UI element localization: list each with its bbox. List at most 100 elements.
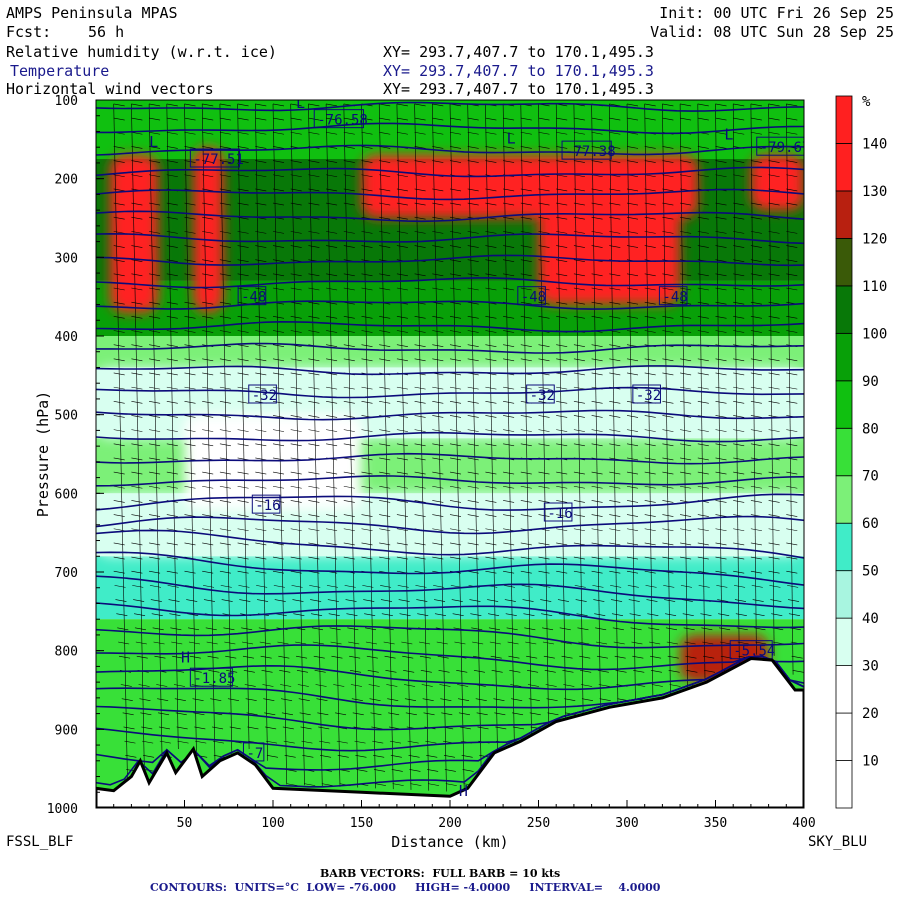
- wind-barb: [626, 287, 639, 291]
- wind-barb: [467, 485, 479, 489]
- wind-barb: [361, 485, 373, 489]
- wind-barb: [644, 528, 656, 532]
- wind-barb: [786, 316, 798, 319]
- isotherm-line: [96, 515, 804, 535]
- wind-barb: [769, 585, 781, 588]
- wind-barb: [343, 457, 355, 461]
- wind-barb: [361, 443, 373, 447]
- wind-barb: [556, 316, 568, 319]
- wind-barb: [131, 301, 143, 305]
- wind-barb: [361, 231, 373, 234]
- wind-barb: [662, 457, 674, 461]
- wind-barb: [157, 712, 170, 716]
- wind-barb: [396, 160, 408, 163]
- wind-barb: [184, 514, 196, 517]
- wind-barb: [520, 542, 532, 546]
- isotherm-label-text: -48: [662, 290, 687, 306]
- wind-barb: [503, 259, 515, 262]
- wind-barb: [290, 400, 302, 404]
- wind-barb: [189, 655, 201, 659]
- field-wind-label: Horizontal wind vectors: [6, 80, 214, 98]
- wind-barb: [331, 655, 343, 659]
- wind-barb: [626, 570, 639, 574]
- wind-barb: [432, 429, 444, 432]
- wind-barb: [166, 259, 178, 262]
- wind-barb: [786, 358, 798, 362]
- wind-barb: [609, 358, 621, 362]
- wind-barb: [113, 316, 125, 319]
- wind-barb: [467, 415, 479, 418]
- wind-barb: [580, 670, 592, 673]
- wind-barb-staff: [591, 103, 601, 709]
- wind-barb: [308, 400, 320, 404]
- wind-barb: [697, 457, 709, 461]
- wind-barb: [237, 429, 249, 432]
- wind-barb: [626, 316, 639, 319]
- wind-barb-staff: [555, 103, 566, 718]
- wind-barb: [237, 231, 249, 234]
- wind-barb: [449, 485, 462, 489]
- wind-barb: [255, 131, 267, 135]
- colorbar-segment: [835, 570, 853, 619]
- contour-note: CONTOURS: UNITS=°C LOW= -76.000 HIGH= -4…: [150, 881, 661, 894]
- wind-barb: [520, 330, 532, 333]
- wind-barb: [556, 500, 568, 503]
- wind-barb: [383, 641, 395, 645]
- wind-barb: [680, 174, 692, 178]
- y-tick-label: 300: [55, 251, 78, 266]
- wind-barb: [255, 287, 267, 291]
- wind-barb: [609, 344, 621, 347]
- wind-barb: [432, 471, 444, 475]
- isotherm-label-text: -5.54: [733, 644, 775, 660]
- wind-barb: [457, 698, 470, 701]
- colorbar-segment: [835, 475, 853, 524]
- wind-barb: [503, 556, 515, 560]
- wind-barb: [149, 344, 161, 347]
- wind-barb: [381, 613, 393, 616]
- wind-barb: [520, 146, 532, 149]
- wind-barb: [573, 415, 585, 418]
- wind-barb: [184, 259, 196, 262]
- rh-band: [96, 336, 804, 368]
- wind-barb: [626, 372, 639, 376]
- init-time: Init: 00 UTC Fri 26 Sep 25: [659, 4, 894, 22]
- wind-barb: [644, 301, 656, 305]
- wind-barb: [225, 655, 237, 659]
- wind-barb: [167, 585, 179, 588]
- wind-barb: [237, 528, 249, 532]
- wind-barb: [786, 231, 798, 234]
- wind-barb: [573, 146, 585, 149]
- colorbar-label: 60: [862, 516, 879, 532]
- isotherm-line: [96, 342, 804, 354]
- wind-barb: [264, 712, 276, 716]
- wind-barb: [343, 174, 355, 178]
- wind-barb: [609, 188, 621, 192]
- wind-barb: [733, 471, 745, 475]
- isotherm-label-box: [756, 136, 804, 156]
- wind-barb: [768, 245, 780, 248]
- wind-barb: [538, 556, 550, 560]
- wind-barb: [237, 372, 249, 376]
- wind-barb: [439, 684, 451, 687]
- wind-barb: [272, 400, 285, 404]
- wind-barb: [361, 457, 373, 461]
- wind-barb: [467, 287, 479, 291]
- wind-barb: [414, 400, 426, 404]
- wind-barb: [295, 641, 307, 645]
- wind-barb: [113, 400, 125, 404]
- isotherm-label: -32: [248, 384, 277, 404]
- wind-barb: [255, 330, 267, 333]
- wind-barb: [219, 174, 231, 178]
- wind-barb: [768, 443, 780, 447]
- wind-barb: [573, 174, 585, 178]
- wind-barb: [573, 316, 585, 319]
- wind-barb: [715, 429, 727, 432]
- wind-barb: [715, 146, 727, 149]
- wind-barb: [396, 131, 408, 135]
- wind-barb: [591, 400, 603, 404]
- wind-barb: [290, 231, 302, 234]
- wind-barb: [290, 301, 302, 305]
- wind-barb: [308, 429, 320, 432]
- model-title: AMPS Peninsula MPAS: [6, 4, 178, 22]
- wind-barb: [379, 231, 391, 234]
